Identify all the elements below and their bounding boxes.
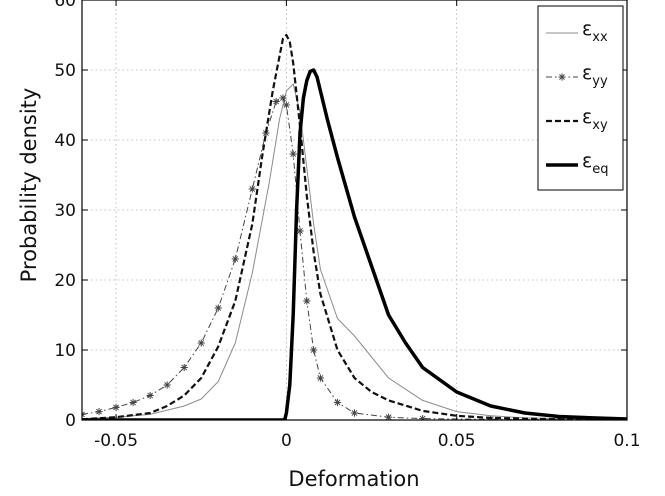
x-tick-label: 0.1 — [613, 431, 640, 451]
series-eq — [82, 68, 627, 420]
series-line — [82, 68, 627, 420]
series-point — [129, 398, 137, 407]
series-point — [316, 374, 325, 382]
legend-label: εyy — [582, 62, 608, 89]
series-line — [82, 33, 627, 420]
series-xx — [82, 83, 627, 420]
x-tick-label: 0.05 — [438, 431, 476, 451]
axis-ticks — [82, 0, 628, 421]
series-point — [262, 129, 270, 137]
series-point — [146, 391, 154, 400]
legend: εxx εyy εxy εeq — [537, 5, 624, 191]
series-point — [419, 415, 427, 420]
legend-label: εxy — [582, 106, 608, 133]
series-point — [296, 227, 304, 235]
series-point — [303, 297, 311, 305]
y-tick-label: 0 — [65, 411, 76, 431]
y-axis-title: Probability density — [17, 88, 41, 283]
series-point — [248, 185, 256, 193]
series-point — [279, 94, 287, 102]
tick-labels: -0.05 0 0.05 0.1 0 10 20 30 40 50 60 — [54, 0, 640, 451]
series-point — [95, 408, 103, 416]
series-point — [163, 381, 171, 389]
series-xy — [82, 33, 627, 420]
y-tick-label: 30 — [54, 201, 76, 221]
y-tick-label: 20 — [54, 271, 76, 291]
legend-label: εeq — [582, 150, 609, 177]
series-line — [82, 83, 627, 420]
series-point — [310, 346, 318, 354]
y-tick-label: 40 — [54, 131, 76, 151]
series-point — [197, 339, 205, 347]
x-axis-title: Deformation — [288, 467, 419, 491]
series-point — [214, 304, 222, 312]
series-point — [350, 409, 359, 417]
y-tick-label: 10 — [54, 341, 76, 361]
y-tick-label: 50 — [54, 61, 76, 81]
x-tick-label: 0 — [281, 431, 292, 451]
plot-area — [82, 33, 627, 420]
series-point — [82, 410, 86, 418]
y-tick-label: 60 — [54, 0, 76, 11]
legend-marker — [558, 73, 566, 81]
series-point — [289, 150, 297, 158]
series-point — [180, 363, 188, 372]
series-point — [282, 101, 290, 109]
series-point — [112, 403, 120, 411]
legend-box — [537, 5, 624, 191]
legend-label: εxx — [582, 18, 608, 45]
series-point — [272, 97, 280, 106]
x-tick-label: -0.05 — [94, 431, 138, 451]
series-point — [231, 255, 239, 263]
series-point — [333, 398, 342, 407]
